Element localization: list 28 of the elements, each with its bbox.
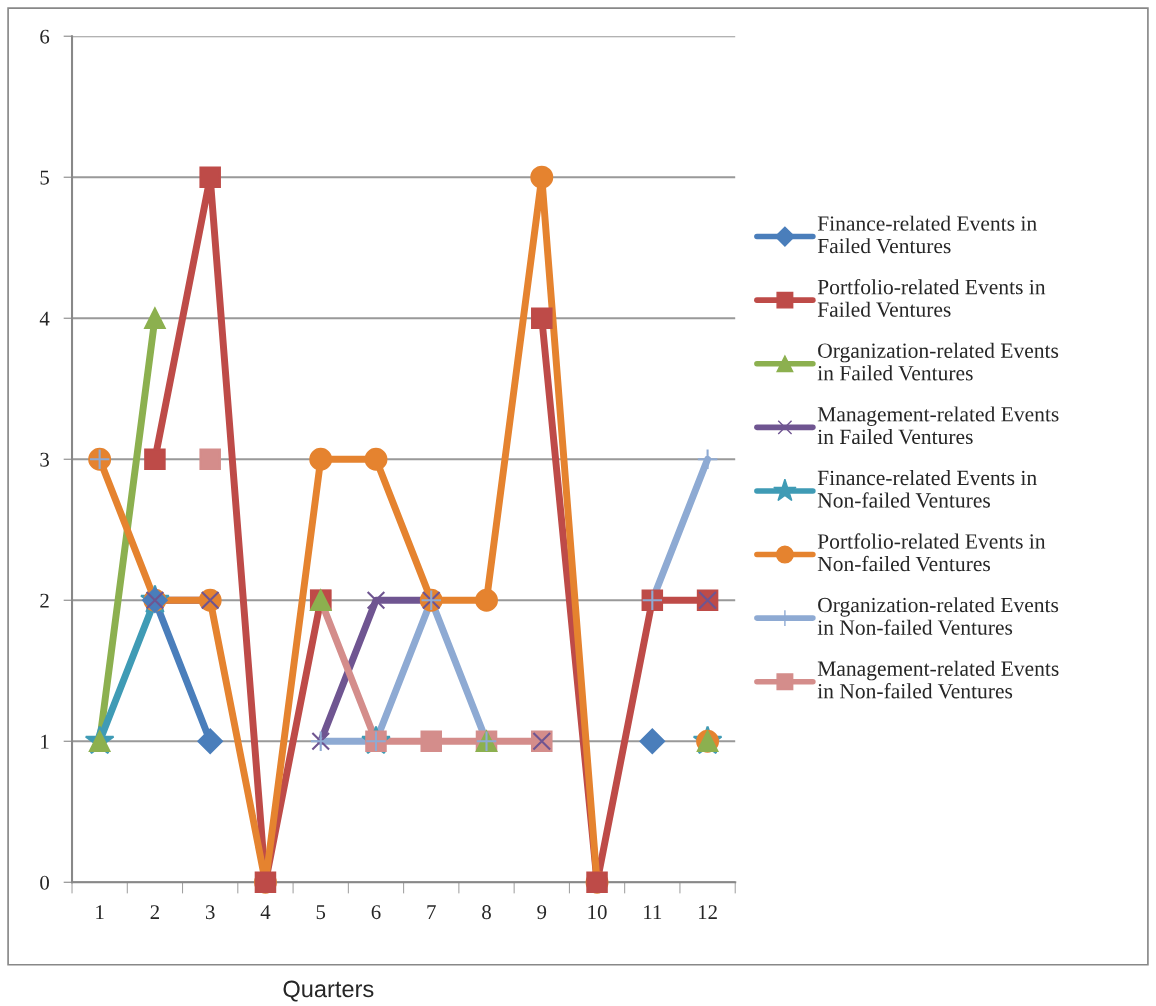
x-tick-label: 10: [588, 905, 607, 920]
x-tick-label: 11: [644, 905, 662, 919]
y-tick-label: 1: [41, 734, 49, 749]
x-tick-label: 7: [427, 905, 436, 919]
x-tick-label: 5: [316, 905, 326, 920]
legend-label: Organization-related Events in Non-failed Ventures: [817, 597, 1059, 635]
y-tick-label: 2: [40, 593, 49, 608]
legend-label: Management-related Events in Non-failed Ventures: [817, 660, 1059, 699]
x-tick-label: 8: [482, 905, 491, 920]
y-tick-label: 6: [40, 29, 50, 44]
x-tick-label: 4: [260, 905, 271, 919]
x-tick-label: 2: [150, 905, 159, 919]
x-axis-title: Quarters: [283, 980, 374, 1002]
y-tick-label: 4: [39, 311, 50, 326]
legend-label: Finance-related Events in Non-failed Ventures: [817, 470, 1037, 508]
x-tick-label: 9: [537, 905, 547, 920]
legend-label: Management-related Events in Failed Ventures: [817, 406, 1059, 445]
x-tick-label: 1: [96, 905, 104, 919]
y-tick-label: 3: [40, 452, 49, 467]
legend-label: Portfolio-related Events in Failed Ventures: [817, 278, 1046, 317]
legend-label: Organization-related Events in Failed Ventures: [817, 342, 1059, 381]
x-tick-label: 3: [205, 905, 215, 920]
x-tick-label: 12: [699, 905, 717, 919]
legend-label: Portfolio-related Events in Non-failed Ventures: [817, 533, 1046, 572]
x-tick-label: 6: [371, 905, 381, 920]
y-tick-label: 0: [40, 875, 49, 890]
y-tick-label: 5: [40, 170, 49, 185]
legend-label: Finance-related Events in Failed Ventures: [817, 215, 1037, 254]
